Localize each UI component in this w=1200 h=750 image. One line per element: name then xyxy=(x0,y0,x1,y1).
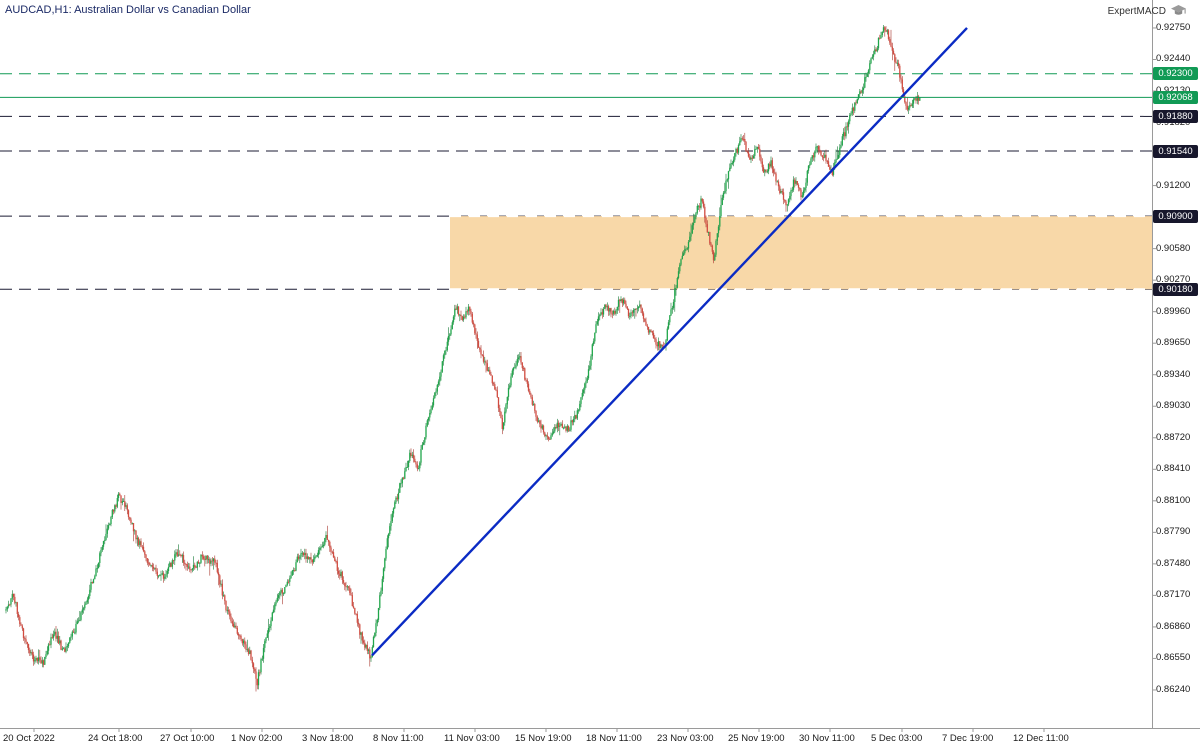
price-axis-label: 0.89650 xyxy=(1156,337,1191,349)
bull-bodies xyxy=(5,27,921,686)
time-axis-label: 15 Nov 19:00 xyxy=(515,733,572,744)
ascending-trendline[interactable] xyxy=(371,27,968,657)
symbol-title: AUDCAD,H1: Australian Dollar vs Canadian… xyxy=(5,4,251,16)
bull-wicks xyxy=(5,25,921,690)
supply-zone xyxy=(450,215,1152,291)
expert-hat-icon xyxy=(1171,5,1186,15)
level-price-badge: 0.90180 xyxy=(1153,282,1198,296)
price-axis-label: 0.92440 xyxy=(1156,53,1191,65)
price-axis-label: 0.90270 xyxy=(1156,274,1191,286)
time-axis-label: 1 Nov 02:00 xyxy=(231,733,283,744)
time-axis-label: 20 Oct 2022 xyxy=(3,733,55,744)
time-axis[interactable]: 20 Oct 2022 24 Oct 18:00 27 Oct 10:00 1 Nov… xyxy=(0,732,1200,750)
price-axis-label: 0.92130 xyxy=(1156,86,1190,96)
price-axis[interactable]: 0.927500.924400.921300.918200.915100.912… xyxy=(1152,0,1200,728)
time-axis-label: 25 Nov 19:00 xyxy=(728,733,785,744)
price-axis-label: 0.87480 xyxy=(1156,557,1191,569)
axis-frame xyxy=(0,0,1200,732)
price-axis-label: 0.88720 xyxy=(1156,431,1191,443)
time-axis-label: 23 Nov 03:00 xyxy=(657,733,714,744)
expert-label-group: ExpertMACD xyxy=(1108,5,1186,17)
price-axis-label: 0.86240 xyxy=(1156,683,1191,695)
price-axis-label: 0.88410 xyxy=(1156,463,1191,475)
level-price-badge: 0.92300 xyxy=(1153,67,1198,81)
time-axis-label: 24 Oct 18:00 xyxy=(88,733,143,744)
time-axis-label: 8 Nov 11:00 xyxy=(373,733,424,744)
price-axis-label: 0.86550 xyxy=(1156,652,1191,664)
price-axis-label: 0.89960 xyxy=(1156,305,1191,317)
time-axis-label: 7 Dec 19:00 xyxy=(942,733,994,744)
expert-name-label: ExpertMACD xyxy=(1107,5,1166,17)
level-price-badge: 0.91880 xyxy=(1153,109,1198,123)
candles-layer xyxy=(5,25,921,692)
time-axis-label: 27 Oct 10:00 xyxy=(160,733,215,744)
time-axis-label: 11 Nov 03:00 xyxy=(444,733,500,744)
price-axis-label: 0.87790 xyxy=(1156,526,1191,538)
price-axis-label: 0.88100 xyxy=(1156,494,1191,506)
time-axis-label: 3 Nov 18:00 xyxy=(302,733,354,744)
current-price-badge: 0.92068 xyxy=(1153,90,1198,104)
zone-rect[interactable] xyxy=(450,216,1152,290)
time-axis-label: 12 Dec 11:00 xyxy=(1013,733,1069,744)
time-axis-label: 30 Nov 11:00 xyxy=(799,733,855,744)
time-axis-label: 18 Nov 11:00 xyxy=(586,733,642,744)
trendline-layer xyxy=(371,27,968,657)
price-axis-label: 0.91200 xyxy=(1156,179,1191,191)
chart-header: AUDCAD,H1: Australian Dollar vs Canadian… xyxy=(5,4,251,16)
level-price-badge: 0.91540 xyxy=(1153,144,1198,158)
price-axis-label: 0.89030 xyxy=(1156,400,1191,412)
bear-bodies xyxy=(9,27,920,686)
time-axis-label: 5 Dec 03:00 xyxy=(871,733,923,744)
price-axis-label: 0.92750 xyxy=(1156,21,1191,33)
bear-wicks xyxy=(9,26,919,692)
price-axis-label: 0.89340 xyxy=(1156,368,1191,380)
price-axis-label: 0.86860 xyxy=(1156,620,1191,632)
price-axis-label: 0.87170 xyxy=(1156,589,1191,601)
price-axis-label: 0.90580 xyxy=(1156,242,1191,254)
level-price-badge: 0.90900 xyxy=(1153,209,1198,223)
